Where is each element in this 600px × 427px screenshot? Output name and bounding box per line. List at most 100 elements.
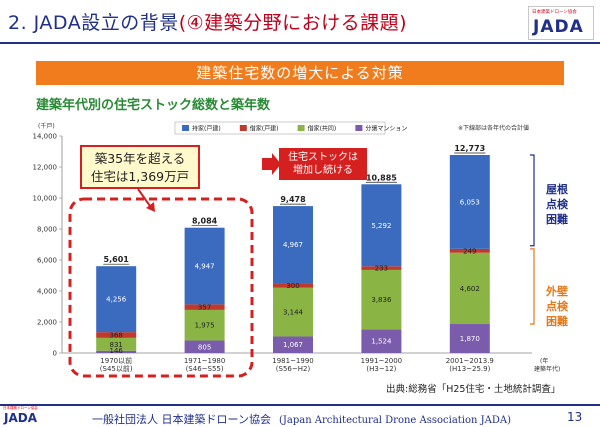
callout-35-years: 築35年を超える 住宅は1,369万戸 xyxy=(80,145,200,189)
legend-label: 借家(戸建) xyxy=(250,125,279,133)
jada-logo-text: JADA xyxy=(533,17,584,37)
x-tick-sublabel: (H3~12) xyxy=(366,365,396,373)
bar-segment xyxy=(361,266,402,270)
jada-logo-caption: 日本建築ドローン協会 xyxy=(532,10,577,15)
roof-bracket xyxy=(530,154,535,247)
jada-logo: 日本建築ドローン協会 JADA xyxy=(528,6,594,40)
x-tick-sublabel: (H13~25.9) xyxy=(449,365,490,373)
bar-segment xyxy=(273,336,313,353)
x-tick-label: 1981~1990 xyxy=(272,357,314,365)
y-tick-label: 8,000 xyxy=(37,226,57,234)
x-unit-label: 建築年代) xyxy=(534,365,560,373)
bar-segment xyxy=(361,329,402,353)
bar-segment xyxy=(361,269,402,330)
segment-value-label: 233 xyxy=(375,265,388,273)
segment-value-label: 5,292 xyxy=(371,222,391,230)
roof-label-line3: 困難 xyxy=(546,213,568,226)
page-title-highlight: (④建築分野における課題) xyxy=(178,12,408,34)
wall-inspection-label: 外壁 点検 困難 xyxy=(544,284,570,329)
wall-label-line1: 外壁 xyxy=(546,285,568,298)
bar-segment xyxy=(449,252,490,325)
callout-35-years-line1: 築35年を超える xyxy=(94,151,186,166)
x-unit-label: (年 xyxy=(540,357,548,365)
source-citation: 出典:総務省「H25住宅・土地統計調査」 xyxy=(386,384,561,395)
callout-arrow-head xyxy=(146,202,155,212)
x-tick-label: 2001~2013.9 xyxy=(446,357,494,365)
x-tick-label: 1991~2000 xyxy=(361,357,403,365)
total-value-label: 9,478 xyxy=(280,195,306,204)
bar-segment xyxy=(361,184,402,267)
segment-value-label: 146 xyxy=(110,347,124,355)
y-tick-label: 12,000 xyxy=(33,164,58,172)
footer-org-jp: 一般社団法人 日本建築ドローン協会 xyxy=(92,413,271,426)
legend-box xyxy=(174,121,386,135)
segment-value-label: 4,967 xyxy=(283,241,303,249)
bar-segment xyxy=(449,324,490,353)
callout-stock-increase-line1: 住宅ストックは xyxy=(288,152,358,163)
callout-arrow-line xyxy=(137,188,151,207)
y-tick-label: 14,000 xyxy=(33,133,58,141)
bar-segment xyxy=(96,332,137,338)
roof-inspection-label: 屋根 点検 困難 xyxy=(544,182,570,227)
segment-value-label: 300 xyxy=(286,282,299,290)
y-unit-label: (千戸) xyxy=(38,122,55,130)
bar-segment xyxy=(184,227,225,305)
segment-value-label: 6,053 xyxy=(460,198,480,206)
legend-label: 借家(共同) xyxy=(308,125,337,133)
header-divider xyxy=(0,42,600,44)
segment-value-label: 4,256 xyxy=(106,296,127,304)
wall-label-line3: 困難 xyxy=(546,315,568,328)
y-tick-label: 6,000 xyxy=(37,257,57,265)
callout-35-years-line2: 住宅は1,369万戸 xyxy=(90,169,190,184)
chart-bars xyxy=(96,155,490,353)
old-housing-highlight-box xyxy=(68,197,254,378)
x-tick-sublabel: (S45以前) xyxy=(100,364,133,373)
total-value-label: 10,885 xyxy=(366,173,397,182)
legend-swatch xyxy=(239,125,247,131)
footer-organization: 一般社団法人 日本建築ドローン協会 (Japan Architectural Dr… xyxy=(92,411,511,427)
wall-label-line2: 点検 xyxy=(546,300,568,313)
legend-swatch xyxy=(355,125,363,131)
x-tick-sublabel: (S46~S55) xyxy=(186,365,224,373)
footer-divider xyxy=(0,404,600,406)
footer-logo: 日本建築ドローン協会 JADA xyxy=(2,406,44,425)
legend-swatch xyxy=(297,125,305,131)
bar-segment xyxy=(184,340,225,353)
bar-segment xyxy=(449,248,490,253)
roof-label-line2: 点検 xyxy=(546,198,568,211)
x-tick-label: 1971~1980 xyxy=(184,357,226,365)
y-tick-label: 0 xyxy=(53,350,57,358)
x-tick-sublabel: (S56~H2) xyxy=(276,365,311,373)
increase-arrow xyxy=(262,153,281,175)
page-title-prefix: 2. JADA設立の背景 xyxy=(8,12,179,34)
legend-swatch xyxy=(182,125,189,131)
footer-org-en: (Japan Architectural Drone Association J… xyxy=(278,415,512,426)
bar-segment xyxy=(273,283,313,288)
callout-stock-increase-line2: 増加し続ける xyxy=(293,165,353,176)
page-number: 13 xyxy=(567,410,583,424)
segment-value-label: 357 xyxy=(198,304,211,312)
footer-logo-caption: 日本建築ドローン協会 xyxy=(3,406,38,410)
wall-bracket xyxy=(530,248,535,325)
chart-overlays xyxy=(68,153,535,378)
bar-segment xyxy=(184,309,225,341)
segment-value-label: 3,144 xyxy=(283,309,304,317)
chart-title: 建築年代別の住宅ストック総数と築年数 xyxy=(36,98,271,113)
total-value-label: 12,773 xyxy=(454,144,485,153)
bar-segment xyxy=(449,155,490,249)
segment-value-label: 1,975 xyxy=(195,322,215,330)
footer-logo-text: JADA xyxy=(4,411,37,425)
segment-value-label: 1,067 xyxy=(283,341,303,349)
y-tick-label: 4,000 xyxy=(37,288,57,296)
total-value-label: 5,601 xyxy=(104,255,130,264)
segment-value-label: 3,836 xyxy=(371,296,392,304)
legend-label: 分譲マンション xyxy=(365,125,407,133)
segment-value-label: 249 xyxy=(463,247,476,255)
segment-value-label: 805 xyxy=(198,343,211,351)
bar-segment xyxy=(96,266,137,333)
section-banner: 建築住宅数の増大による対策 xyxy=(36,61,564,85)
bar-segment xyxy=(273,206,313,284)
segment-value-label: 831 xyxy=(110,341,123,349)
chart-legend: 持家(戸建) 借家(戸建) 借家(共同) 分譲マンション xyxy=(174,121,407,135)
